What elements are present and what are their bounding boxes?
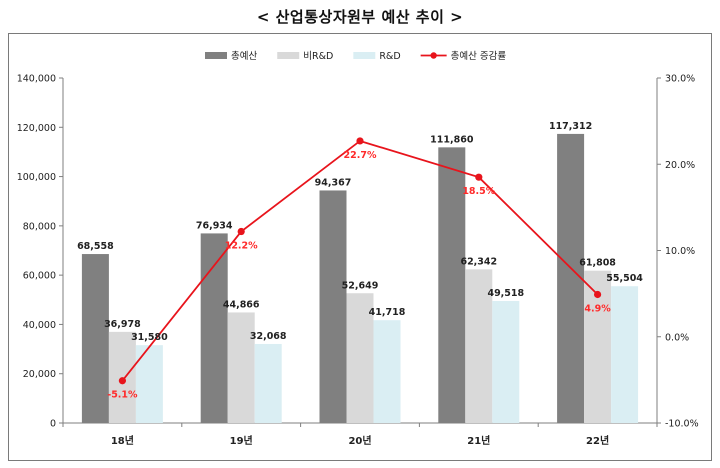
bar-R&D [373, 320, 401, 423]
bar-총예산 [81, 254, 109, 423]
legend-swatch [353, 52, 376, 59]
bar-value-label: 94,367 [315, 177, 352, 188]
bar-value-label: 41,718 [369, 307, 406, 318]
bar-총예산 [438, 147, 466, 423]
bar-R&D [611, 286, 639, 423]
legend-swatch [430, 52, 437, 59]
growth-rate-point [118, 377, 126, 385]
data-labels: 68,558 76,934 94,367 111,860 117,312 36,978 44… [77, 121, 643, 401]
bar-R&D [492, 300, 520, 423]
legend-label: R&D [379, 51, 400, 62]
bar-R&D [135, 345, 163, 423]
bar-value-label: 49,518 [487, 288, 524, 299]
y-left-tick-label: 80,000 [23, 221, 56, 232]
y-right-tick-label: -10.0% [665, 419, 699, 430]
x-tick-label: 18년 [111, 434, 134, 447]
legend-label: 비R&D [303, 51, 333, 62]
bar-value-label: 52,649 [342, 280, 379, 291]
bar-value-label: 117,312 [549, 121, 592, 132]
chart-legend: 총예산 비R&D R&D 총예산 증감률 [205, 50, 506, 62]
legend-swatch [277, 52, 300, 59]
growth-rate-label: 22.7% [344, 150, 377, 161]
growth-rate-point [237, 227, 245, 236]
bar-value-label: 36,978 [104, 319, 141, 330]
chart-title: < 산업통상자원부 예산 추이 > [256, 8, 464, 26]
bar-비R&D [346, 293, 374, 423]
bar-비R&D [465, 269, 493, 423]
bar-R&D [254, 343, 282, 423]
y-left-tick-label: 20,000 [23, 369, 56, 380]
legend-label: 총예산 증감률 [451, 50, 507, 62]
bar-value-label: 76,934 [196, 220, 233, 231]
bar-value-label: 32,068 [250, 331, 287, 342]
y-left-tick-label: 120,000 [17, 123, 56, 134]
growth-rate-label: -5.1% [107, 390, 138, 401]
y-left-tick-label: 100,000 [17, 172, 56, 183]
bar-value-label: 62,342 [460, 256, 497, 267]
bar-value-label: 61,808 [579, 258, 616, 269]
growth-rate-point [475, 173, 483, 181]
x-tick-label: 22년 [586, 434, 609, 447]
growth-rate-label: 12.2% [225, 241, 258, 252]
y-left-tick-label: 40,000 [23, 320, 56, 331]
y-left-tick-label: 0 [50, 419, 56, 430]
legend-swatch [205, 52, 227, 59]
legend-label: 총예산 [231, 51, 257, 62]
line-series [118, 137, 602, 385]
y-right-tick-label: 0.0% [665, 332, 689, 343]
x-tick-label: 20년 [348, 434, 371, 447]
x-tick-label: 19년 [230, 434, 253, 447]
y-right-tick-label: 20.0% [665, 160, 695, 171]
bar-총예산 [200, 233, 228, 423]
bar-value-label: 68,558 [77, 241, 114, 252]
bar-총예산 [557, 133, 585, 423]
bar-비R&D [227, 312, 255, 423]
y-right-tick-label: 10.0% [665, 246, 695, 257]
bar-value-label: 31,580 [131, 332, 168, 343]
y-right-tick-label: 30.0% [665, 74, 695, 85]
growth-rate-point [594, 290, 602, 299]
bar-value-label: 44,866 [223, 299, 260, 310]
chart-frame [8, 33, 712, 461]
x-tick-label: 21년 [467, 434, 490, 447]
growth-rate-label: 18.5% [462, 186, 495, 197]
y-left-tick-label: 60,000 [23, 271, 56, 282]
bar-총예산 [319, 190, 347, 423]
chart-axes: 0 20,000 40,000 60,000 80,000 100,000 120,000 1… [17, 74, 699, 448]
y-left-tick-label: 140,000 [17, 74, 56, 85]
growth-rate-label: 4.9% [584, 303, 611, 314]
bar-value-label: 111,860 [430, 134, 474, 145]
growth-rate-point [356, 137, 364, 145]
bar-series [81, 133, 639, 423]
bar-value-label: 55,504 [606, 273, 643, 284]
